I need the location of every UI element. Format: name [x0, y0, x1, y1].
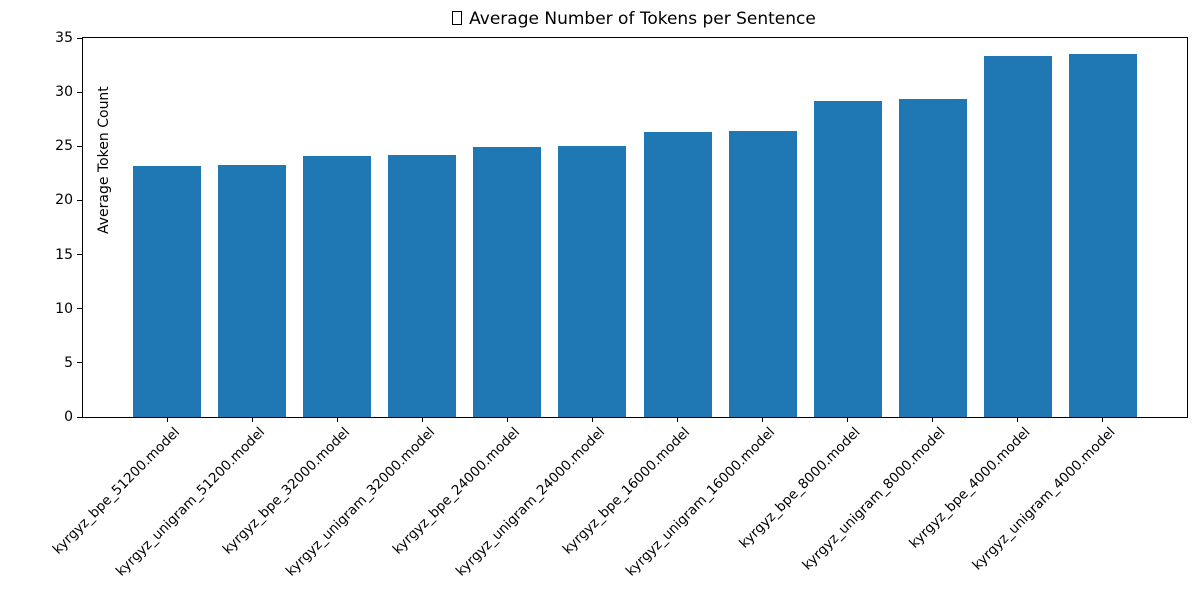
bar	[218, 164, 287, 417]
y-tick-label: 20	[55, 192, 73, 209]
x-tick-label: kyrgyz_unigram_51200.model	[112, 424, 268, 580]
x-tick	[762, 417, 764, 422]
bar	[643, 132, 712, 417]
x-tick	[1102, 417, 1104, 422]
x-tick-label: kyrgyz_unigram_24000.model	[452, 424, 609, 580]
y-tick	[77, 254, 82, 256]
y-tick-label: 25	[55, 138, 73, 155]
y-tick	[77, 199, 82, 201]
bar	[813, 100, 882, 417]
x-axis-labels: kyrgyz_bpe_51200.model kyrgyz_unigram_512…	[50, 417, 1186, 600]
x-tick	[591, 417, 593, 422]
bar	[983, 56, 1052, 417]
bar	[1068, 54, 1137, 417]
bar	[558, 146, 627, 417]
y-tick	[77, 362, 82, 364]
y-tick	[77, 416, 82, 418]
chart-title: Average Number of Tokens per Sentence	[82, 9, 1186, 29]
x-tick	[677, 417, 679, 422]
x-tick	[251, 417, 253, 422]
bar	[303, 156, 372, 417]
x-tick	[166, 417, 168, 422]
y-tick-label: 15	[55, 246, 73, 263]
x-tick	[1017, 417, 1019, 422]
x-tick	[847, 417, 849, 422]
y-tick	[77, 145, 82, 147]
bar	[728, 131, 797, 417]
y-tick	[77, 308, 82, 310]
plot-area: 0 5 10 15 20 25 30 35	[55, 31, 1188, 424]
bar	[133, 165, 202, 417]
x-tick-label: kyrgyz_unigram_4000.model	[969, 424, 1119, 574]
chart-title-text: Average Number of Tokens per Sentence	[469, 9, 816, 29]
y-tick-label: 0	[64, 409, 73, 425]
x-tick	[421, 417, 423, 422]
y-tick-label: 30	[55, 84, 73, 101]
x-tick	[506, 417, 508, 422]
y-tick-label: 10	[55, 300, 73, 317]
y-tick	[77, 91, 82, 93]
x-tick-label: kyrgyz_unigram_8000.model	[799, 424, 949, 574]
missing-glyph-icon	[452, 11, 463, 25]
bar	[473, 147, 542, 417]
x-tick-label: kyrgyz_unigram_32000.model	[282, 424, 438, 580]
y-tick	[77, 37, 82, 39]
x-tick	[336, 417, 338, 422]
bar	[898, 98, 967, 417]
x-tick	[932, 417, 934, 422]
bar	[388, 154, 457, 417]
y-tick-label: 35	[55, 30, 73, 46]
x-tick-label: kyrgyz_unigram_16000.model	[623, 424, 779, 580]
y-tick-label: 5	[64, 354, 73, 371]
